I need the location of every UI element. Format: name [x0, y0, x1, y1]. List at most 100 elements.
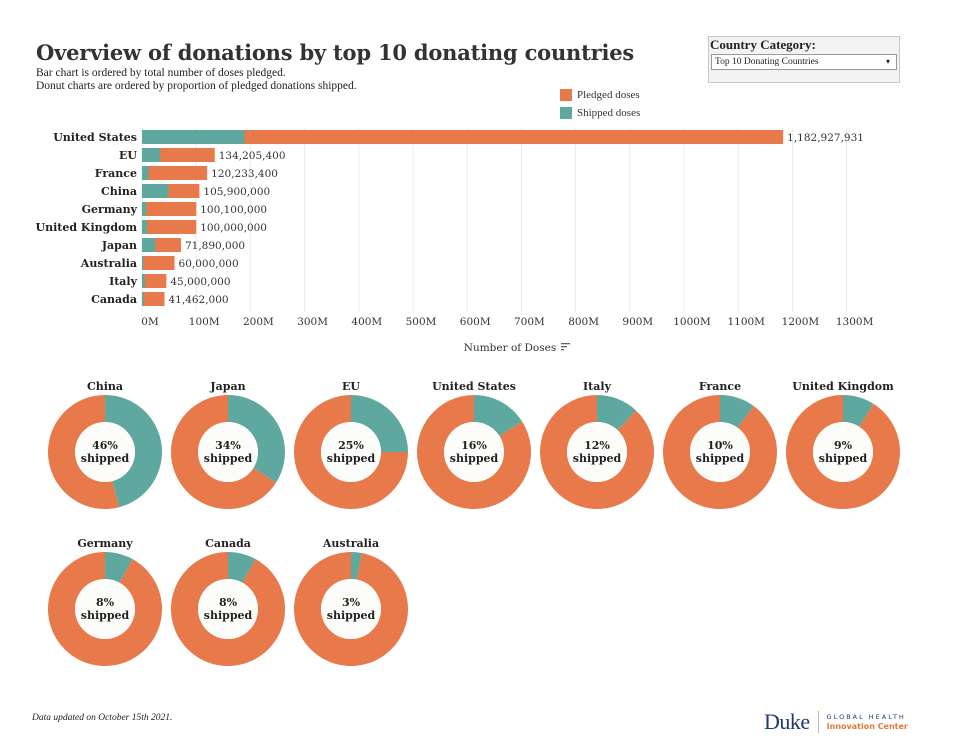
- donut-japan[interactable]: Japan 34%shipped: [171, 380, 285, 509]
- donut-eu[interactable]: EU 25%shipped: [294, 380, 408, 509]
- bar-value-label: 120,233,400: [211, 168, 278, 180]
- donut-slice-pledged[interactable]: [171, 395, 277, 509]
- legend-label: Shipped doses: [577, 107, 641, 119]
- donut-slice-shipped[interactable]: [843, 395, 874, 427]
- x-tick-label: 900M: [622, 316, 653, 328]
- donut-slice-pledged[interactable]: [785, 395, 900, 509]
- bar-value-label: 71,890,000: [185, 240, 245, 252]
- x-tick-label: 1200M: [782, 316, 820, 328]
- donut-hole: [567, 422, 627, 482]
- bar-pledged[interactable]: [142, 256, 175, 270]
- donut-united-kingdom[interactable]: United Kingdom 9%shipped: [785, 380, 900, 509]
- donut-slice-shipped[interactable]: [105, 395, 163, 508]
- donut-france[interactable]: France 10%shipped: [663, 380, 777, 509]
- bar-pledged[interactable]: [142, 220, 197, 234]
- logo-duke: Duke: [764, 709, 810, 734]
- bar-shipped[interactable]: [142, 148, 161, 162]
- donut-title: EU: [342, 380, 360, 393]
- x-tick-label: 400M: [351, 316, 382, 328]
- donut-hole: [198, 579, 258, 639]
- chevron-down-icon[interactable]: ▾: [885, 57, 890, 66]
- bar-shipped[interactable]: [142, 184, 169, 198]
- logo-divider: [817, 711, 819, 733]
- category-label: United Kingdom: [36, 221, 138, 234]
- donut-hole: [198, 422, 258, 482]
- subtitle-donut-order: Donut charts are ordered by proportion o…: [36, 80, 357, 92]
- donut-slice-shipped[interactable]: [228, 552, 256, 583]
- donut-hole: [444, 422, 504, 482]
- donut-shipped-label: shipped: [573, 452, 622, 465]
- donut-slice-pledged[interactable]: [47, 552, 162, 666]
- donut-slice-shipped[interactable]: [351, 552, 362, 580]
- donut-percent-label: 10%: [707, 439, 733, 452]
- donut-slice-shipped[interactable]: [105, 552, 133, 583]
- bar-value-label: 1,182,927,931: [787, 132, 864, 144]
- category-label: Germany: [82, 203, 138, 216]
- donut-slice-pledged[interactable]: [294, 395, 408, 509]
- donut-canada[interactable]: Canada 8%shipped: [170, 537, 285, 666]
- donut-percent-label: 12%: [584, 439, 610, 452]
- legend-item-pledged[interactable]: Pledged doses: [560, 86, 640, 104]
- bar-pledged[interactable]: [142, 202, 197, 216]
- bar-shipped[interactable]: [142, 292, 144, 306]
- donut-slice-pledged[interactable]: [540, 395, 655, 509]
- donut-slice-shipped[interactable]: [597, 395, 637, 431]
- donut-germany[interactable]: Germany 8%shipped: [47, 537, 162, 666]
- category-label: Canada: [91, 293, 137, 306]
- x-tick-label: 200M: [243, 316, 274, 328]
- country-category-dropdown[interactable]: Top 10 Donating Countries ▾: [711, 54, 897, 70]
- legend: Pledged doses Shipped doses: [560, 86, 640, 122]
- donut-slice-pledged[interactable]: [48, 395, 120, 509]
- donut-china[interactable]: China 46%shipped: [48, 380, 163, 509]
- bar-shipped[interactable]: [142, 202, 147, 216]
- x-tick-label: 300M: [297, 316, 328, 328]
- subtitle-bar-order: Bar chart is ordered by total number of …: [36, 67, 286, 79]
- donut-percent-label: 8%: [219, 596, 238, 609]
- donut-shipped-label: shipped: [819, 452, 868, 465]
- bar-shipped[interactable]: [142, 130, 245, 144]
- bar-shipped[interactable]: [142, 274, 145, 288]
- bar-pledged[interactable]: [142, 130, 784, 144]
- donut-percent-label: 8%: [96, 596, 115, 609]
- bar-value-label: 105,900,000: [203, 186, 270, 198]
- donut-slice-pledged[interactable]: [663, 395, 777, 509]
- donut-shipped-label: shipped: [327, 609, 376, 622]
- donut-percent-label: 25%: [338, 439, 364, 452]
- country-category-filter: Country Category: Top 10 Donating Countr…: [708, 36, 900, 83]
- category-label: Italy: [109, 275, 138, 288]
- donut-italy[interactable]: Italy 12%shipped: [540, 380, 655, 509]
- sort-icon[interactable]: [561, 343, 570, 351]
- category-label: China: [101, 185, 137, 198]
- bar-shipped[interactable]: [142, 220, 147, 234]
- bar-shipped[interactable]: [142, 238, 156, 252]
- bar-pledged[interactable]: [142, 292, 165, 306]
- category-label: Australia: [80, 257, 137, 270]
- donut-percent-label: 9%: [834, 439, 853, 452]
- category-label: EU: [119, 149, 137, 162]
- donut-united-states[interactable]: United States 16%shipped: [417, 380, 531, 509]
- shipped-swatch: [560, 107, 572, 119]
- donut-slice-pledged[interactable]: [293, 552, 408, 666]
- bar-pledged[interactable]: [142, 274, 167, 288]
- donut-title: Germany: [77, 537, 133, 550]
- donut-slice-shipped[interactable]: [474, 395, 523, 436]
- donut-slice-pledged[interactable]: [170, 552, 285, 666]
- donut-slice-shipped[interactable]: [351, 395, 408, 452]
- legend-item-shipped[interactable]: Shipped doses: [560, 104, 640, 122]
- pledged-swatch: [560, 89, 572, 101]
- donut-percent-label: 3%: [342, 596, 361, 609]
- donut-title: France: [699, 380, 741, 393]
- donut-slice-shipped[interactable]: [228, 395, 285, 483]
- donut-title: Japan: [209, 380, 245, 393]
- donut-australia[interactable]: Australia 3%shipped: [293, 537, 408, 666]
- donut-slice-pledged[interactable]: [417, 395, 531, 509]
- donut-slice-shipped[interactable]: [720, 395, 754, 428]
- x-tick-label: 500M: [406, 316, 437, 328]
- bar-shipped[interactable]: [142, 256, 144, 270]
- page-title: Overview of donations by top 10 donating…: [36, 40, 635, 65]
- bar-pledged[interactable]: [142, 166, 208, 180]
- bar-shipped[interactable]: [142, 166, 149, 180]
- legend-label: Pledged doses: [577, 89, 640, 101]
- donut-title: Italy: [583, 380, 612, 393]
